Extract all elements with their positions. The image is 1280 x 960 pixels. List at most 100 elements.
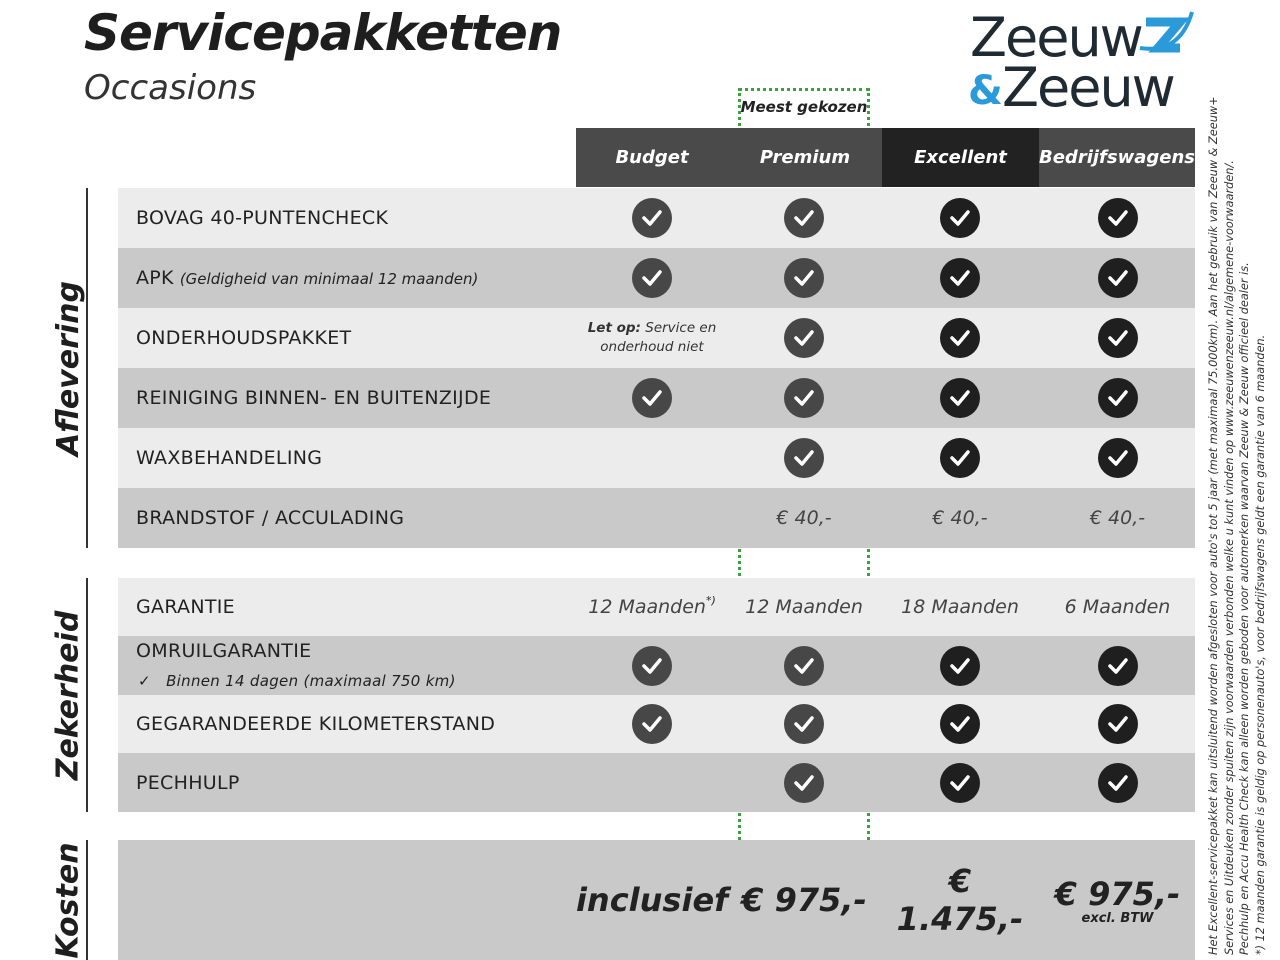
check-icon [940,762,980,803]
cell-excellent [882,368,1038,428]
check-icon [784,378,824,418]
row-label: ONDERHOUDSPAKKET [136,327,352,349]
row-label: REINIGING BINNEN- EN BUITENZIJDE [136,387,492,409]
footnote: Het Excellent-servicepakket kan uitsluit… [1207,96,1220,955]
cell-budget [576,368,728,428]
check-icon [632,378,672,418]
zeeuw-zeeuw-logo: Zeeuw & Zeeuw [968,6,1194,114]
page-title: Servicepakketten [84,4,562,62]
table-row: BOVAG 40-PUNTENCHECK [118,188,1195,248]
cell-premium [738,428,870,488]
table-row: PECHHULP [118,753,1195,812]
check-icon [784,645,824,686]
cell-budget [576,488,728,548]
cell-excellent [882,695,1038,753]
cell-value: 18 Maanden [901,596,1019,618]
table-row: OMRUILGARANTIE ✓ Binnen 14 dagen (maxima… [118,636,1195,695]
check-icon [632,645,672,686]
check-icon [784,258,824,298]
check-icon [1097,704,1138,744]
row-subnote: ✓ Binnen 14 dagen (maximaal 750 km) [138,672,456,690]
section-label-kosten: Kosten [50,841,86,959]
cell-excellent: € 40,- [882,488,1038,548]
section-divider [86,188,88,548]
cell-bedrijfswagens [1040,188,1195,248]
cell-excellent [882,753,1038,812]
cell-budget: 12 Maanden *) [576,578,728,636]
cell-premium [738,308,870,368]
row-label: GEGARANDEERDE KILOMETERSTAND [136,713,496,735]
footnote: Services en Uitdeuken zonder spuiten zij… [1222,160,1236,955]
price-budget: inclusief [575,881,729,919]
check-icon [784,438,824,478]
check-icon [940,318,980,358]
cell-premium: 12 Maanden [738,578,870,636]
check-icon [784,318,824,358]
cell-budget [576,248,728,308]
cell-premium: € 40,- [738,488,870,548]
page-subtitle: Occasions [84,68,257,108]
most-chosen-label: Meest gekozen [740,98,868,116]
cell-value: 12 Maanden [588,596,706,618]
check-icon [940,438,980,478]
cell-premium [738,368,870,428]
check-icon [632,258,672,298]
cell-bedrijfswagens [1040,248,1195,308]
cell-bedrijfswagens: € 40,- [1040,488,1195,548]
row-label: PECHHULP [136,771,240,794]
cell-premium [738,695,870,753]
cell-premium [738,753,870,812]
cell-bedrijfswagens: 6 Maanden [1040,578,1195,636]
table-row: BRANDSTOF / ACCULADING € 40,- € 40,- € 40,- [118,488,1195,548]
price-bedrijfswagens: € 975,- excl. BTW [1054,874,1181,926]
row-label: BOVAG 40-PUNTENCHECK [136,207,389,229]
column-header-excellent: Excellent [882,128,1039,187]
section-divider [86,578,88,812]
check-icon [1097,438,1138,478]
check-icon [1097,645,1138,686]
check-icon [940,704,980,744]
cell-bedrijfswagens [1040,695,1195,753]
cell-premium [738,188,870,248]
cell-budget: Let op: Service en onderhoud niet [576,308,728,368]
section-divider [86,840,88,960]
cell-bedrijfswagens [1040,636,1195,695]
cell-excellent [882,428,1038,488]
check-icon [940,645,980,686]
price-premium: € 975,- [741,881,867,919]
svg-text:Zeeuw: Zeeuw [970,6,1142,69]
table-row: GEGARANDEERDE KILOMETERSTAND [118,695,1195,753]
table-row: REINIGING BINNEN- EN BUITENZIJDE [118,368,1195,428]
row-label: GARANTIE [136,596,235,618]
check-icon [784,198,824,238]
check-mark-icon: ✓ [138,672,151,690]
cell-value: € 40,- [1089,507,1146,529]
table-row: GARANTIE 12 Maanden *) 12 Maanden 18 Maanden… [118,578,1195,636]
cell-value: 12 Maanden [745,596,863,618]
price-excellent: € 1.475,- [896,862,1024,938]
check-icon [784,762,824,803]
cell-premium [738,248,870,308]
check-icon [632,704,672,744]
check-icon [1097,258,1138,298]
cell-bedrijfswagens [1040,308,1195,368]
cell-budget [576,188,728,248]
cell-bedrijfswagens [1040,753,1195,812]
svg-text:&: & [968,68,1003,114]
row-label: APK (Geldigheid van minimaal 12 maanden) [136,267,479,289]
cell-value: € 40,- [776,507,832,529]
svg-text:Zeeuw: Zeeuw [1002,56,1174,114]
section-label-zekerheid: Zekerheid [50,610,86,780]
footnote: Pechhulp en Accu Health Check kan alleen… [1238,262,1251,955]
check-icon [632,198,672,238]
cell-excellent [882,308,1038,368]
cell-budget [576,695,728,753]
cell-excellent [882,188,1038,248]
row-label: BRANDSTOF / ACCULADING [136,507,405,529]
cell-value: 6 Maanden [1064,596,1171,618]
row-label: OMRUILGARANTIE [136,640,312,662]
check-icon [1097,198,1138,238]
cell-value: € 40,- [932,507,988,529]
table-row: ONDERHOUDSPAKKET Let op: Service en onder… [118,308,1195,368]
cell-budget [576,428,728,488]
